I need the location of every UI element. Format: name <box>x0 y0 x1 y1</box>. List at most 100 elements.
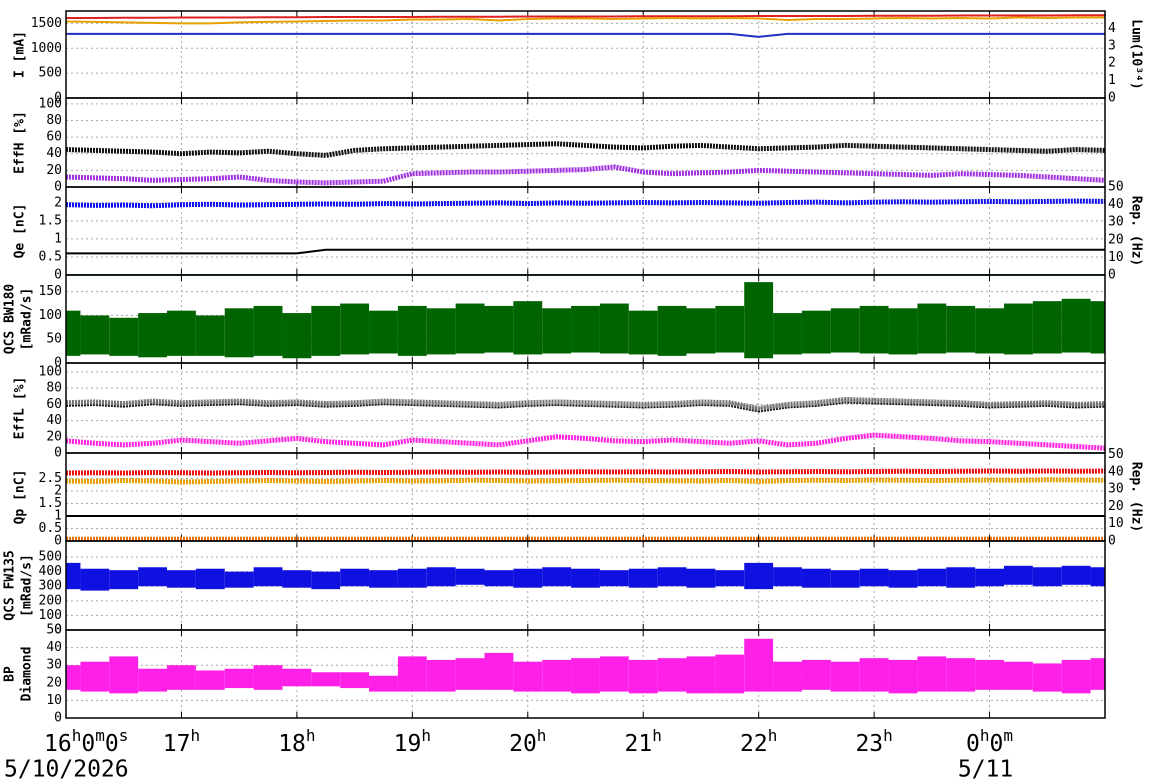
y2-tick-label: 4 <box>1108 21 1116 36</box>
band-bar <box>975 568 1004 587</box>
dot-series <box>66 396 1105 411</box>
band-bar <box>484 652 514 690</box>
band-bar <box>542 308 572 354</box>
y-tick-label: 200 <box>39 593 62 608</box>
y-tick-label: 1500 <box>31 16 62 31</box>
band-bar <box>686 308 716 354</box>
y-tick-label: 100 <box>39 364 62 379</box>
band-bar <box>513 301 543 355</box>
band-bar <box>975 659 1004 690</box>
panel-frame <box>65 629 1106 719</box>
band-bar <box>542 567 572 587</box>
y-tick-label: 2 <box>54 195 62 210</box>
x-tick-label: 23h <box>855 726 892 757</box>
y2-tick-label: 40 <box>1108 197 1124 212</box>
y-tick-label: 300 <box>39 579 62 594</box>
band-bar <box>109 317 139 356</box>
band-bar <box>1032 663 1062 692</box>
series-group <box>66 638 1105 694</box>
y-tick-label: 50 <box>46 623 62 638</box>
band-bar <box>599 656 629 692</box>
band-bar <box>195 568 225 590</box>
y2-tick-label: 0 <box>1108 534 1116 549</box>
y2-tick-label: 20 <box>1108 232 1124 247</box>
band-bar <box>426 659 456 692</box>
band-bar <box>311 305 341 356</box>
y-tick-label: 100 <box>39 96 62 111</box>
band-bar <box>744 282 774 359</box>
y2-tick-label: 1 <box>1108 73 1116 88</box>
band-bar <box>109 656 139 694</box>
band-bar <box>282 570 312 588</box>
y-tick-label: 80 <box>46 381 62 396</box>
y2-tick-label: 10 <box>1108 516 1124 531</box>
band-bar <box>66 562 81 590</box>
x-tick-label: 22h <box>740 726 777 757</box>
band-bar <box>628 659 658 694</box>
series-group <box>66 282 1105 359</box>
y-tick-label: 40 <box>46 146 62 161</box>
y-tick-label: 0 <box>54 623 62 638</box>
band-bar <box>66 310 81 356</box>
band-bar <box>571 658 600 694</box>
band-bar <box>1090 301 1105 354</box>
band-bar <box>369 570 398 588</box>
y-tick-label: 40 <box>46 640 62 655</box>
band-bar <box>657 567 687 587</box>
band-bar <box>311 571 341 590</box>
band-bar <box>744 638 774 692</box>
band-bar <box>80 315 110 355</box>
y-axis-label: QCS BW180 <box>3 284 18 355</box>
band-bar <box>773 567 802 587</box>
y2-tick-label: 10 <box>1108 250 1124 265</box>
line-series <box>66 16 1105 25</box>
y2-tick-label: 3 <box>1108 38 1116 53</box>
y-tick-label: 80 <box>46 113 62 128</box>
band-bar <box>138 567 168 587</box>
dot-series <box>66 164 1105 186</box>
x-tick-label: 0h0m <box>966 726 1013 757</box>
y-axis-label: Qp [nC] <box>13 470 28 525</box>
band-bar <box>830 308 860 353</box>
y-axis-label: EffH [%] <box>13 111 28 174</box>
y-tick-label: 0 <box>54 711 62 726</box>
band-bar <box>946 658 976 692</box>
y-axis-label: EffL [%] <box>13 377 28 440</box>
band-bar <box>484 305 514 353</box>
band-bar <box>224 571 254 588</box>
band-bar <box>513 568 543 588</box>
band-bar <box>744 562 774 590</box>
y-tick-label: 60 <box>46 130 62 145</box>
band-bar <box>599 570 629 587</box>
band-bar <box>138 668 168 692</box>
band-bar <box>801 659 831 690</box>
band-bar <box>1061 565 1091 585</box>
y-axis-label: QCS FW135 <box>3 550 18 620</box>
band-bar <box>340 568 370 587</box>
band-bar <box>397 305 427 356</box>
dot-series <box>66 468 1105 476</box>
line-series <box>66 248 1105 255</box>
band-bar <box>253 567 283 587</box>
band-bar <box>715 305 745 353</box>
series-group <box>66 396 1105 451</box>
dot-series <box>66 477 1105 485</box>
band-bar <box>1090 658 1105 690</box>
y-tick-label: 20 <box>46 675 62 690</box>
y2-tick-label: 40 <box>1108 464 1124 479</box>
band-bar <box>1061 659 1091 694</box>
y-axis-label: I [mA] <box>13 31 28 78</box>
y-tick-label: 20 <box>46 429 62 444</box>
y-tick-label: 0.5 <box>39 249 62 264</box>
band-bar <box>686 656 716 694</box>
band-bar <box>253 665 283 690</box>
y-tick-label: 100 <box>39 608 62 623</box>
band-bar <box>455 658 485 690</box>
y-axis-label: Qe [nC] <box>13 204 28 259</box>
y-tick-label: 1 <box>54 509 62 524</box>
band-bar <box>426 308 456 355</box>
y-tick-label: 10 <box>46 693 62 708</box>
date-label: 5/11 <box>958 757 1013 782</box>
y-tick-label: 1.5 <box>39 496 62 511</box>
